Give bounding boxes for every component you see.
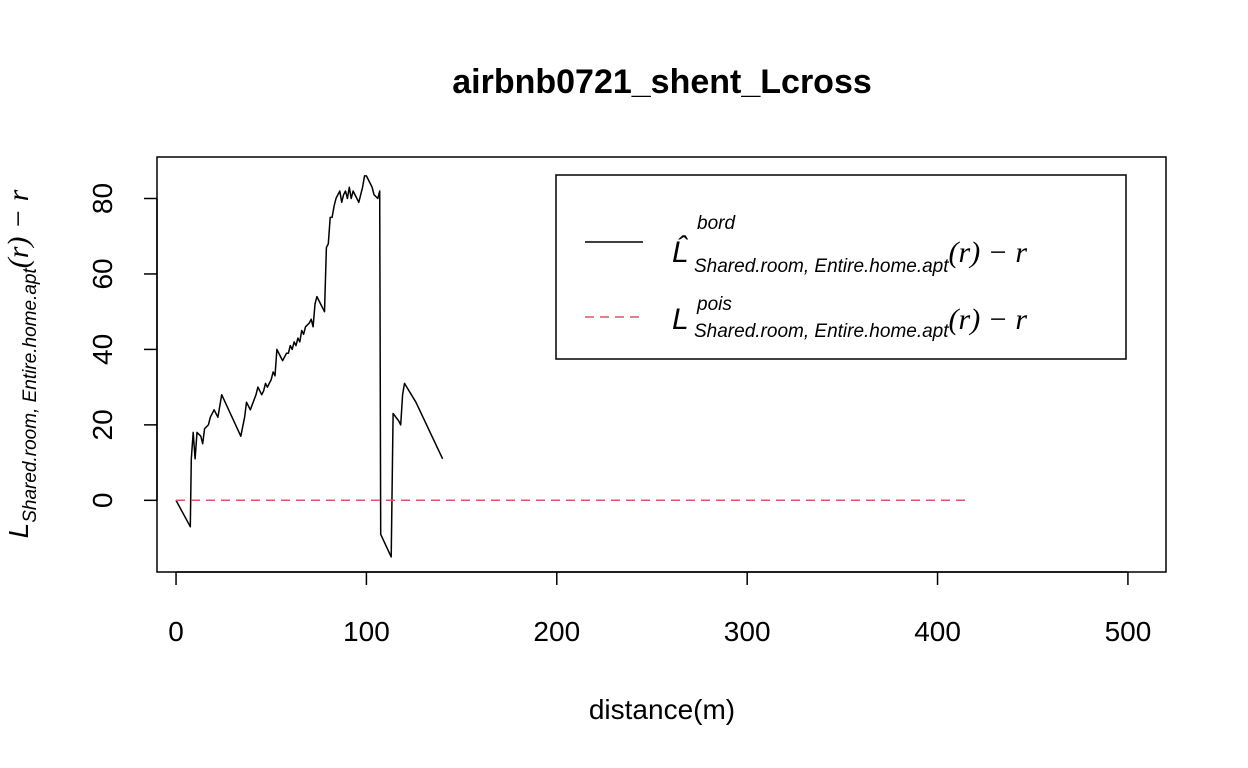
x-tick-label-200: 200 [533,616,580,647]
x-axis-label: distance(m) [589,694,735,725]
y-axis-label: LShared.room, Entire.home.apt(r) − r [2,189,41,538]
y-tick-label-20: 20 [87,409,118,440]
y-tick-label-0: 0 [87,493,118,509]
x-tick-label-0: 0 [168,616,184,647]
x-tick-label-300: 300 [724,616,771,647]
y-axis: 0 20 40 60 80 [87,183,158,509]
x-tick-label-100: 100 [343,616,390,647]
y-tick-label-40: 40 [87,334,118,365]
y-axis-label-sub: Shared.room, Entire.home.apt [20,268,41,523]
legend-box [555,174,1127,360]
x-tick-label-400: 400 [914,616,961,647]
y-tick-label-60: 60 [87,258,118,289]
series-line-bord [175,175,444,558]
legend: L̂bord Shared.room, Entire.home.apt(r) − … [555,174,1127,360]
series-layer [175,175,968,558]
y-tick-label-80: 80 [87,183,118,214]
svg-text:LShared.room, Entire.home.apt(: LShared.room, Entire.home.apt(r) − r [2,189,41,538]
y-axis-label-main: L [3,523,34,539]
legend-label-bord: L̂bord Shared.room, Entire.home.apt(r) − … [672,213,1027,277]
x-tick-label-500: 500 [1105,616,1152,647]
chart-title: airbnb0721_shent_Lcross [452,63,872,101]
y-axis-label-rest: (r) − r [2,189,35,268]
x-axis: 0 100 200 300 400 500 [168,571,1152,647]
